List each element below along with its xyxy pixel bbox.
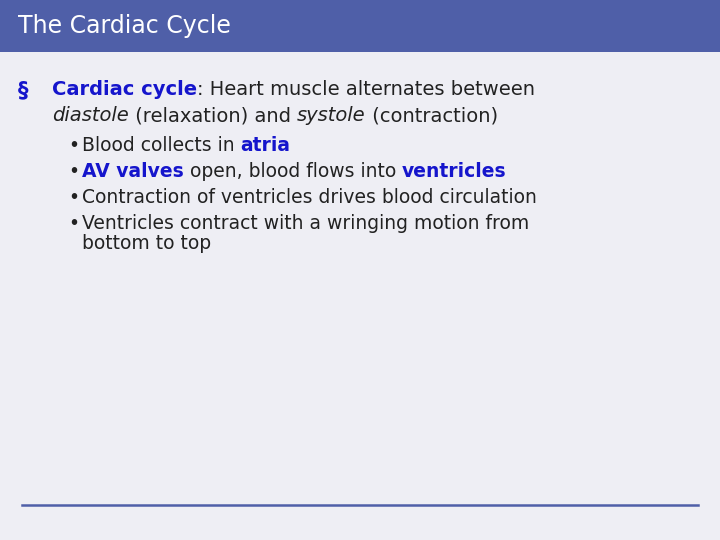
Text: The Cardiac Cycle: The Cardiac Cycle [18,14,231,38]
Text: §: § [18,80,29,100]
Text: •: • [68,188,79,207]
Text: Ventricles contract with a wringing motion from: Ventricles contract with a wringing moti… [82,214,529,233]
Text: AV valves: AV valves [82,162,184,181]
Text: (contraction): (contraction) [366,106,498,125]
Text: Cardiac cycle: Cardiac cycle [52,80,197,99]
Text: (relaxation) and: (relaxation) and [129,106,297,125]
Text: systole: systole [297,106,366,125]
Text: : Heart muscle alternates between: : Heart muscle alternates between [197,80,535,99]
Text: open, blood flows into: open, blood flows into [184,162,402,181]
Bar [0,0,720,52]
Text: bottom to top: bottom to top [82,234,211,253]
Text: diastole: diastole [52,106,129,125]
Text: Contraction of ventricles drives blood circulation: Contraction of ventricles drives blood c… [82,188,537,207]
Text: •: • [68,214,79,233]
Text: Blood collects in: Blood collects in [82,136,240,155]
Text: •: • [68,162,79,181]
Text: •: • [68,136,79,155]
Text: ventricles: ventricles [402,162,507,181]
Text: atria: atria [240,136,291,155]
